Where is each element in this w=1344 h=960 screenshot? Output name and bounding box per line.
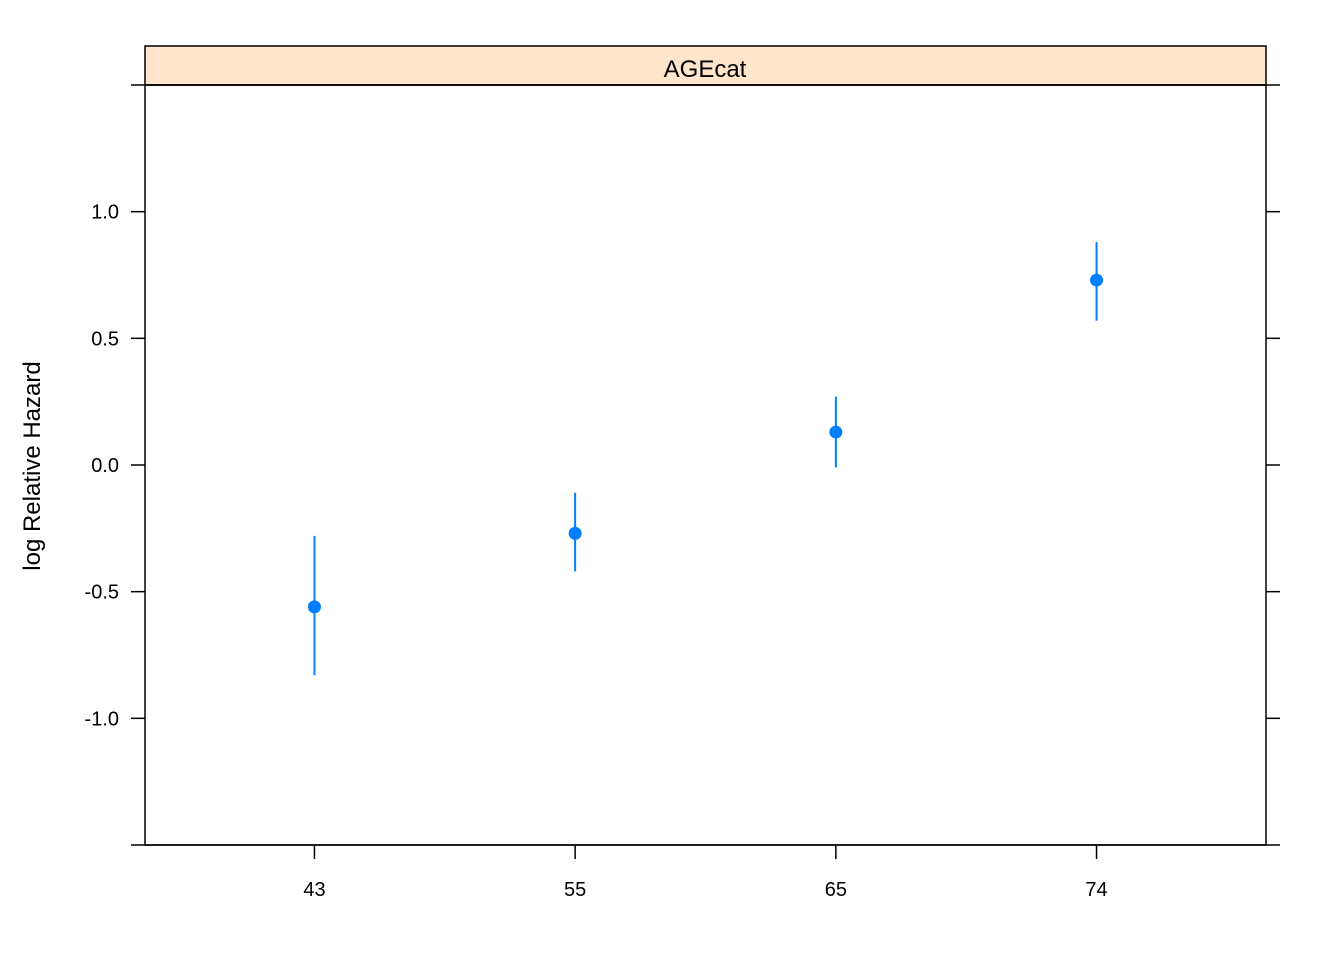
- x-tick-label: 55: [564, 879, 586, 901]
- estimate-point: [307, 600, 321, 614]
- data-series: [307, 242, 1104, 676]
- y-tick-label: 0.5: [91, 328, 119, 350]
- estimate-point: [568, 526, 582, 540]
- x-tick-label: 65: [825, 879, 847, 901]
- x-tick-label: 74: [1085, 879, 1107, 901]
- y-tick-label: -1.0: [85, 708, 119, 730]
- panel-strip: [144, 45, 1267, 86]
- y-tick-label: 0.0: [91, 455, 119, 477]
- y-axis-label: log Relative Hazard: [19, 361, 46, 570]
- y-axis: 1.0 0.5 0.0 -0.5 -1.0: [85, 202, 1280, 730]
- x-axis: 43 55 65 74: [131, 84, 1280, 901]
- y-tick-label: 1.0: [91, 202, 119, 224]
- panel-strip-label: AGEcat: [664, 56, 747, 83]
- plot-panel: [144, 84, 1267, 846]
- y-tick-label: -0.5: [85, 582, 119, 604]
- estimate-point: [1090, 273, 1104, 287]
- estimate-point: [829, 425, 843, 439]
- x-tick-label: 43: [303, 879, 325, 901]
